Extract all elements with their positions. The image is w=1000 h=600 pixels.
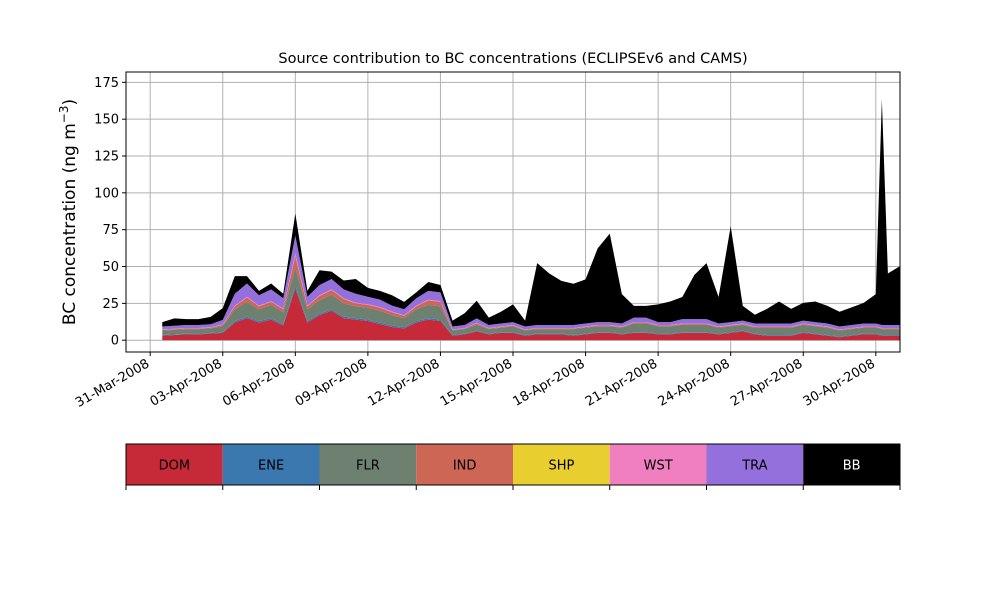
legend-swatch-bb xyxy=(803,444,900,485)
y-axis-label-close: ) xyxy=(60,99,80,106)
stacked-areas xyxy=(162,99,900,341)
y-tick-label: 50 xyxy=(102,260,119,275)
legend-label: SHP xyxy=(548,459,574,474)
y-tick-label: 0 xyxy=(111,334,119,349)
legend-label: WST xyxy=(644,459,673,474)
x-tick-label: 06-Apr-2008 xyxy=(220,356,297,409)
legend-swatch-tra xyxy=(706,444,804,485)
legend-swatch-flr xyxy=(319,444,417,485)
legend-swatch-shp xyxy=(513,444,610,485)
y-tick-label: 150 xyxy=(94,113,119,128)
x-tick-label: 31-Mar-2008 xyxy=(73,356,152,410)
y-tick-label: 125 xyxy=(94,150,119,165)
y-tick-label: 175 xyxy=(94,76,119,91)
x-tick-label: 24-Apr-2008 xyxy=(656,356,733,409)
x-tick-label: 21-Apr-2008 xyxy=(583,356,660,409)
legend-label: BB xyxy=(843,459,861,474)
legend-label: DOM xyxy=(159,459,190,474)
legend: DOM ENE FLR IND SHP WST TRA BB xyxy=(125,443,901,490)
x-tick-label: 15-Apr-2008 xyxy=(438,356,515,409)
legend-swatch-ind xyxy=(416,444,513,485)
area-dom xyxy=(162,288,900,341)
legend-swatch-ene xyxy=(222,444,320,485)
y-axis: 0 25 50 75 100 125 150 175 xyxy=(94,76,126,349)
legend-label: IND xyxy=(453,459,477,474)
legend-label: FLR xyxy=(356,459,380,474)
x-tick-label: 09-Apr-2008 xyxy=(293,356,370,409)
x-tick-label: 27-Apr-2008 xyxy=(728,356,805,409)
legend-swatch-wst xyxy=(609,444,707,485)
x-tick-label: 03-Apr-2008 xyxy=(148,356,225,409)
area-flr xyxy=(162,268,900,337)
x-axis: 31-Mar-200803-Apr-200806-Apr-200809-Apr-… xyxy=(73,352,878,411)
y-axis-label-sup: −3 xyxy=(57,105,71,123)
x-tick-label: 18-Apr-2008 xyxy=(510,356,587,409)
chart-title: Source contribution to BC concentrations… xyxy=(278,51,747,67)
y-axis-label-text: BC concentration (ng m xyxy=(60,123,80,325)
y-tick-label: 100 xyxy=(94,186,119,201)
x-tick-label: 30-Apr-2008 xyxy=(801,356,878,409)
legend-swatch-dom xyxy=(126,444,223,485)
legend-label: ENE xyxy=(258,459,284,474)
legend-label: TRA xyxy=(741,459,767,474)
x-tick-label: 12-Apr-2008 xyxy=(365,356,442,409)
y-axis-label: BC concentration (ng m−3) xyxy=(57,99,80,325)
y-tick-label: 25 xyxy=(102,297,119,312)
y-tick-label: 75 xyxy=(102,223,119,238)
